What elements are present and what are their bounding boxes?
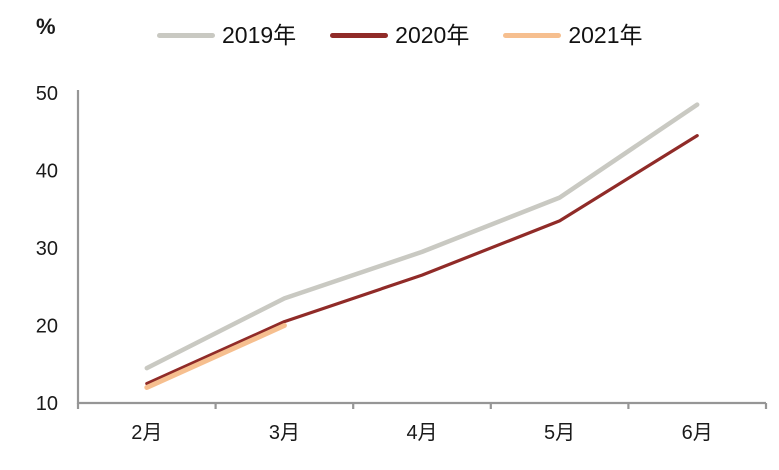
y-axis-tick-label: 50 <box>36 83 58 105</box>
series-line-2020年 <box>145 134 699 386</box>
x-axis-tick-label: 5月 <box>544 422 575 444</box>
legend-item-2021年: 2021年 <box>503 22 643 48</box>
legend-item-2019年: 2019年 <box>157 24 296 47</box>
y-axis-tick-label: 20 <box>36 316 58 338</box>
legend: 2019年 2020年 2021年 <box>157 24 643 47</box>
y-axis-unit-label: % <box>36 14 56 39</box>
x-axis-tick-label: 2月 <box>131 422 162 444</box>
legend-item-2020年: 2020年 <box>330 24 469 47</box>
series-line-2019年 <box>144 102 700 371</box>
y-axis-tick-label: 40 <box>36 161 58 183</box>
series-line-2021年 <box>144 323 287 390</box>
x-axis-tick-label: 6月 <box>682 422 713 444</box>
legend-swatch <box>330 33 389 38</box>
axis-lines <box>76 90 766 405</box>
legend-swatch <box>503 33 562 38</box>
legend-label: 2019年 <box>222 22 297 48</box>
legend-label: 2021年 <box>568 22 643 48</box>
y-axis-tick-label: 30 <box>36 238 58 260</box>
x-axis-tick-label: 3月 <box>269 422 300 444</box>
legend-swatch <box>157 33 215 38</box>
legend-label: 2020年 <box>395 22 470 48</box>
y-axis-tick-label: 10 <box>36 393 58 415</box>
x-axis-tick-label: 4月 <box>406 422 437 444</box>
